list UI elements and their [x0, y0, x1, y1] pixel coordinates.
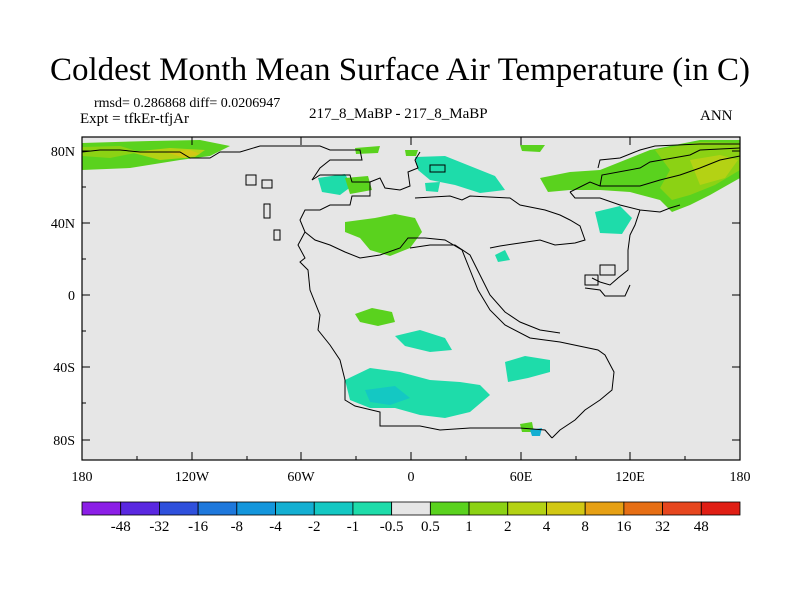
lat-label: 0	[68, 289, 75, 304]
lat-label: 40N	[51, 217, 75, 232]
anomaly-shading	[82, 140, 740, 436]
colorbar-swatch	[120, 501, 160, 516]
anomaly-patch	[520, 145, 545, 152]
colorbar-label: 1	[465, 519, 473, 535]
stats-text: rmsd= 0.286868 diff= 0.0206947	[94, 96, 281, 111]
colorbar-swatch	[429, 501, 470, 516]
colorbar-label: 2	[504, 519, 512, 535]
colorbar-label: 32	[655, 519, 670, 535]
colorbar-label: -48	[111, 519, 131, 535]
lat-label: 80S	[53, 434, 75, 449]
colorbar-swatch	[468, 501, 509, 516]
anomaly-patch	[355, 146, 380, 154]
coastline	[591, 209, 641, 286]
anomaly-patch	[365, 386, 410, 405]
colorbar	[81, 501, 741, 516]
experiment-label: Expt = tfkEr-tfjAr	[80, 111, 189, 127]
colorbar-label: 48	[694, 519, 709, 535]
anomaly-patch	[82, 146, 140, 158]
coastline	[569, 191, 681, 213]
coastline	[597, 143, 740, 169]
anomaly-patch	[345, 214, 422, 256]
anomaly-patch	[395, 330, 452, 352]
anomaly-patch	[595, 206, 632, 234]
colorbar-swatch	[700, 501, 741, 516]
colorbar-labels: -48 -32 -16 -8 -4 -2 -1 -0.5 0.5 1 2 4 8 16 32 48	[111, 519, 709, 535]
lat-label: 80N	[51, 145, 75, 160]
coastline	[263, 203, 271, 219]
colorbar-swatch	[81, 501, 122, 516]
lon-labels: 180 120W 60W 0 60E 120E 180	[72, 470, 751, 485]
anomaly-patch	[690, 155, 738, 185]
lon-label: 180	[72, 470, 93, 485]
colorbar-label: 0.5	[421, 519, 440, 535]
colorbar-label: -2	[308, 519, 321, 535]
coastline	[304, 231, 615, 439]
lat-label: 40S	[53, 361, 75, 376]
lon-label: 120E	[615, 470, 645, 485]
anomaly-patch	[355, 308, 395, 326]
coastline	[297, 174, 553, 439]
anomaly-patch	[345, 368, 490, 418]
coastline-outlines	[81, 143, 741, 439]
colorbar-swatch	[623, 501, 663, 516]
lon-label: 60W	[287, 470, 315, 485]
coastline	[409, 244, 561, 334]
coastline	[245, 174, 257, 186]
colorbar-swatch	[197, 501, 238, 516]
coastline	[81, 145, 363, 181]
coastline	[569, 155, 741, 193]
colorbar-swatch	[352, 501, 393, 516]
coastline	[414, 195, 586, 249]
lon-label: 180	[730, 470, 751, 485]
colorbar-label: -16	[188, 519, 208, 535]
lon-label: 0	[408, 470, 415, 485]
colorbar-label: 4	[543, 519, 551, 535]
coastline	[584, 284, 631, 297]
coastline	[261, 179, 273, 189]
colorbar-swatch	[507, 501, 547, 516]
axis-ticks	[82, 137, 740, 460]
colorbar-label: -32	[149, 519, 169, 535]
colorbar-swatch	[584, 501, 625, 516]
anomaly-patch	[520, 422, 534, 432]
colorbar-label: -1	[347, 519, 360, 535]
coastline	[369, 151, 421, 191]
colorbar-swatch	[546, 501, 586, 516]
anomaly-patch	[425, 182, 440, 192]
anomaly-patch	[505, 356, 550, 382]
colorbar-label: 8	[581, 519, 589, 535]
anomaly-patch	[405, 150, 418, 156]
colorbar-label: 16	[616, 519, 632, 535]
plot-subtitle: 217_8_MaBP - 217_8_MaBP	[309, 106, 488, 122]
colorbar-swatch	[159, 501, 199, 516]
colorbar-swatch	[236, 501, 276, 516]
colorbar-label: -8	[231, 519, 244, 535]
coastline	[429, 164, 446, 173]
coastline	[273, 229, 281, 241]
colorbar-swatch	[662, 501, 702, 516]
anomaly-patch	[495, 250, 510, 262]
colorbar-label: -4	[269, 519, 282, 535]
coastline	[599, 264, 616, 276]
colorbar-label: -0.5	[380, 519, 404, 535]
colorbar-swatch	[313, 501, 354, 516]
coastline	[599, 147, 741, 187]
coastline	[584, 274, 599, 286]
colorbar-swatch	[391, 501, 431, 516]
anomaly-patch	[318, 174, 352, 195]
plot-title: Coldest Month Mean Surface Air Temperatu…	[50, 52, 750, 88]
lon-label: 60E	[510, 470, 533, 485]
lon-label: 120W	[175, 470, 210, 485]
colorbar-swatch	[275, 501, 315, 516]
season-label: ANN	[700, 108, 733, 124]
lat-labels: 80N 40N 0 40S 80S	[51, 145, 75, 449]
